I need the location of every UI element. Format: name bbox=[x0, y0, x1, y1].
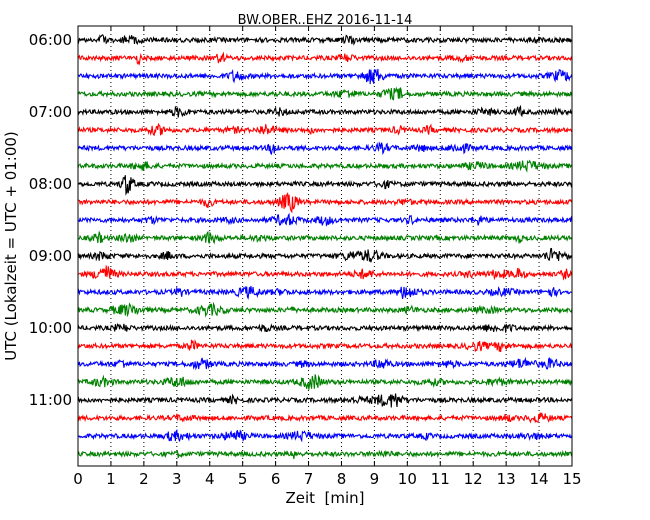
trace-1130 bbox=[77, 428, 573, 443]
trace-0800 bbox=[78, 175, 573, 196]
x-tick-label: 12 bbox=[464, 470, 483, 488]
trace-0600 bbox=[77, 34, 573, 46]
x-tick-label: 8 bbox=[337, 470, 347, 488]
trace-0930 bbox=[77, 285, 573, 300]
x-tick-label: 10 bbox=[398, 470, 417, 488]
y-tick-label: 06:00 bbox=[29, 31, 72, 49]
x-tick-label: 1 bbox=[106, 470, 116, 488]
trace-1030 bbox=[77, 356, 573, 371]
x-tick-label: 9 bbox=[370, 470, 380, 488]
x-tick-label: 6 bbox=[271, 470, 281, 488]
trace-0715 bbox=[77, 122, 573, 137]
y-tick-label: 07:00 bbox=[29, 103, 72, 121]
trace-1100 bbox=[77, 393, 573, 408]
trace-0645 bbox=[77, 86, 573, 101]
plot-frame bbox=[77, 25, 573, 467]
chart-title: BW.OBER..EHZ 2016-11-14 bbox=[238, 13, 413, 28]
y-tick-label: 10:00 bbox=[29, 319, 72, 337]
grid-lines bbox=[110, 26, 540, 466]
trace-1145 bbox=[77, 449, 573, 460]
trace-0845 bbox=[77, 230, 573, 245]
trace-0745 bbox=[77, 159, 573, 173]
trace-0815 bbox=[77, 191, 573, 214]
trace-1000 bbox=[77, 322, 573, 333]
trace-0945 bbox=[77, 301, 573, 318]
y-axis: 06:00 07:00 08:00 09:00 10:00 11:00 bbox=[29, 31, 572, 409]
trace-0730 bbox=[77, 141, 573, 156]
y-tick-label: 09:00 bbox=[29, 247, 72, 265]
trace-1015 bbox=[77, 338, 573, 353]
y-axis-label: UTC (Lokalzeit = UTC + 01:00) bbox=[2, 131, 20, 361]
x-tick-label: 4 bbox=[205, 470, 215, 488]
trace-0700 bbox=[77, 104, 572, 118]
x-tick-label: 0 bbox=[73, 470, 83, 488]
traces bbox=[77, 34, 573, 460]
trace-0615 bbox=[77, 51, 572, 66]
x-tick-label: 7 bbox=[304, 470, 314, 488]
trace-0915 bbox=[77, 265, 573, 281]
trace-1115 bbox=[77, 412, 573, 424]
x-tick-label: 11 bbox=[431, 470, 450, 488]
x-axis: 0 1 2 3 4 5 6 7 8 9 10 11 12 13 14 15 bbox=[73, 26, 582, 488]
x-tick-label: 5 bbox=[238, 470, 248, 488]
x-axis-label: Zeit [min] bbox=[285, 489, 364, 507]
x-tick-label: 2 bbox=[139, 470, 149, 488]
y-tick-label: 08:00 bbox=[29, 175, 72, 193]
trace-0630 bbox=[77, 68, 573, 85]
x-tick-label: 3 bbox=[172, 470, 182, 488]
x-tick-label: 13 bbox=[497, 470, 516, 488]
y-tick-label: 11:00 bbox=[29, 391, 72, 409]
trace-0830 bbox=[77, 212, 573, 227]
x-tick-label: 15 bbox=[562, 470, 581, 488]
trace-0900 bbox=[77, 247, 573, 263]
trace-1045 bbox=[77, 374, 573, 390]
x-tick-label: 14 bbox=[530, 470, 549, 488]
